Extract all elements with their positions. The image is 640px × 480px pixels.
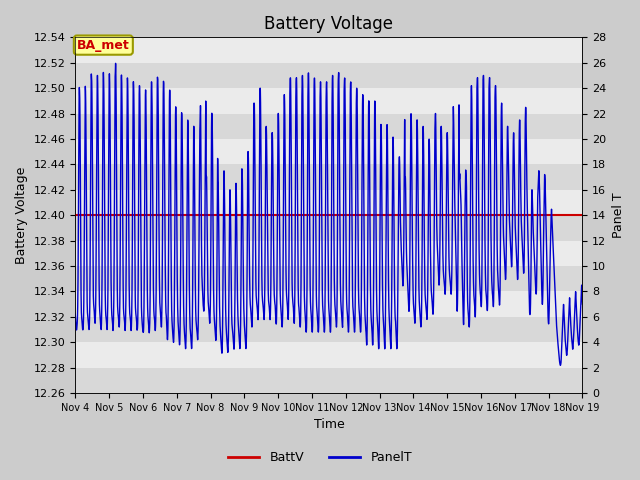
Bar <box>76 317 582 342</box>
Y-axis label: Panel T: Panel T <box>612 192 625 238</box>
Bar <box>76 37 582 63</box>
Title: Battery Voltage: Battery Voltage <box>264 15 394 33</box>
Bar <box>76 63 582 88</box>
X-axis label: Time: Time <box>314 419 344 432</box>
Bar <box>76 190 582 215</box>
Legend: BattV, PanelT: BattV, PanelT <box>223 446 417 469</box>
Bar <box>76 291 582 317</box>
Bar <box>76 342 582 368</box>
Bar <box>76 139 582 165</box>
Bar <box>76 88 582 114</box>
Bar <box>76 368 582 393</box>
Bar <box>76 215 582 240</box>
Y-axis label: Battery Voltage: Battery Voltage <box>15 167 28 264</box>
Bar <box>76 266 582 291</box>
Text: BA_met: BA_met <box>77 38 130 52</box>
Bar <box>76 114 582 139</box>
Bar <box>76 240 582 266</box>
Bar <box>76 165 582 190</box>
